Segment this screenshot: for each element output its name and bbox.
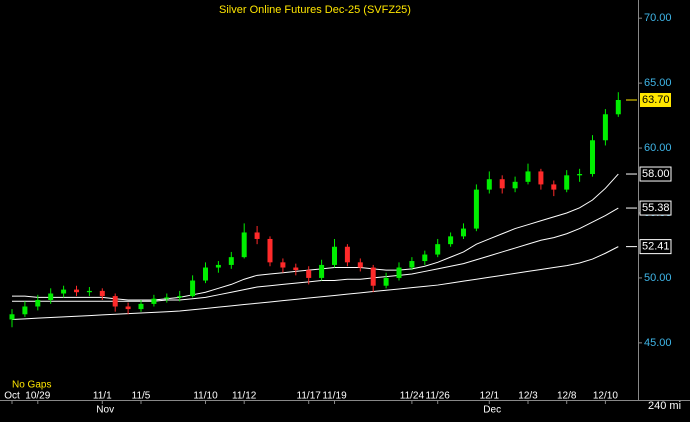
candle-body <box>74 289 79 293</box>
candle-body <box>254 232 260 239</box>
candle-body <box>190 280 196 297</box>
candle-body <box>435 244 441 255</box>
candle-body <box>525 171 531 182</box>
x-tick-label: 12/8 <box>557 391 577 402</box>
end-label-box <box>639 239 672 255</box>
chart-title: Silver Online Futures Dec-25 (SVFZ25) <box>219 4 411 16</box>
candle-body <box>409 261 415 268</box>
candle-body <box>48 293 54 300</box>
candle-body <box>112 296 118 307</box>
candle-body <box>9 314 15 320</box>
candle-body <box>486 179 492 190</box>
candle-body <box>551 184 557 190</box>
candle-body <box>564 175 570 190</box>
candle-body <box>602 114 608 141</box>
x-tick-label: Oct <box>4 391 20 402</box>
x-tick-label: 12/3 <box>518 391 538 402</box>
candle-body <box>280 262 286 268</box>
candle-body <box>383 277 389 286</box>
candle-body <box>241 232 247 258</box>
candle-body <box>357 262 363 268</box>
candle-body <box>473 189 479 229</box>
candle-body <box>448 236 454 245</box>
candle-body <box>267 238 273 263</box>
x-tick-label: 11/12 <box>232 391 257 402</box>
x-tick-label: 11/5 <box>132 391 151 402</box>
candle-body <box>590 140 595 175</box>
candle-body <box>35 300 41 307</box>
x-tick-label: 11/10 <box>193 391 218 402</box>
end-label-box <box>639 166 672 182</box>
candle-body <box>538 171 544 185</box>
candle-body <box>151 298 157 304</box>
candle-body <box>22 306 28 315</box>
last-price-label: 63.70 <box>642 94 670 106</box>
y-tick-label: 60.00 <box>644 142 672 154</box>
candle-body <box>499 179 505 189</box>
moving-average <box>11 246 619 320</box>
candle-body <box>228 257 234 265</box>
candle-body <box>344 246 350 263</box>
x-tick-label: 12/1 <box>480 391 500 402</box>
candle-body <box>422 254 428 262</box>
candle-body <box>370 267 376 286</box>
candle-body <box>177 296 183 298</box>
candle-body <box>125 306 131 310</box>
x-tick-label: 11/17 <box>297 391 322 402</box>
y-tick-label: 50.00 <box>644 272 672 284</box>
note: No Gaps <box>12 380 51 391</box>
candle-body <box>164 297 170 299</box>
x-tick-label: 12/10 <box>593 391 618 402</box>
candle-body <box>99 290 105 297</box>
x-tick-label: 11/24 <box>400 391 425 402</box>
candle-body <box>615 100 621 115</box>
y-tick-label: 65.00 <box>644 77 672 89</box>
month-label: Dec <box>483 405 501 416</box>
candle-body <box>512 181 518 189</box>
candle-body <box>61 289 67 294</box>
candle-body <box>215 264 221 268</box>
candle-body <box>461 228 466 237</box>
candle-body <box>332 246 337 265</box>
month-label: Nov <box>96 405 114 416</box>
x-tick-label: 10/29 <box>25 391 50 402</box>
last-price-box <box>640 93 671 107</box>
interval: 240 mi <box>648 400 681 412</box>
end-label: 58.00 <box>642 168 670 180</box>
candle-body <box>203 267 208 281</box>
end-label: 52.41 <box>642 241 670 253</box>
x-tick-label: 11/26 <box>426 391 451 402</box>
y-tick-label: 45.00 <box>644 337 672 349</box>
x-tick-label: 11/19 <box>322 391 347 402</box>
end-label: 55.38 <box>642 202 670 214</box>
plot-area <box>0 0 638 400</box>
candle-body <box>138 303 144 310</box>
candle-body <box>577 174 583 176</box>
candle-body <box>293 267 299 271</box>
candle-body <box>306 270 312 278</box>
end-label-box <box>639 200 672 216</box>
x-tick-label: 11/1 <box>93 391 112 402</box>
candle-body <box>86 290 92 293</box>
candle-body <box>396 267 402 278</box>
candle-body <box>319 264 325 278</box>
y-tick-label: 70.00 <box>644 12 672 24</box>
